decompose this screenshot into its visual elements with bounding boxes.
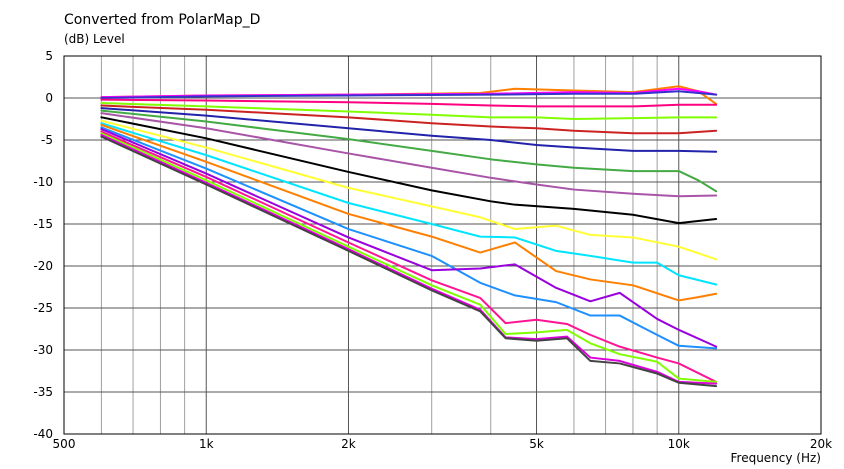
series-line-4 (100, 102, 718, 120)
y-tick-label-5: -20 (33, 259, 53, 273)
series-line-5 (100, 104, 718, 135)
series-line-9 (100, 116, 718, 225)
y-tick-label-7: -30 (33, 343, 53, 357)
grid (64, 56, 821, 434)
y-axis-label: (dB) Level (64, 32, 125, 46)
x-tick-label-5: 20k (810, 437, 832, 451)
series-line-18 (100, 135, 718, 388)
series-line-2 (100, 90, 718, 99)
series-layer (100, 85, 718, 388)
series-line-11 (100, 122, 718, 286)
y-tick-label-1: 0 (45, 91, 53, 105)
x-tick-labels: 500 1k 2k 5k 10k 20k (53, 437, 833, 451)
y-tick-label-4: -15 (33, 217, 53, 231)
y-tick-label-6: -25 (33, 301, 53, 315)
x-tick-label-1: 1k (199, 437, 214, 451)
x-tick-label-0: 500 (53, 437, 76, 451)
series-line-15 (100, 130, 718, 383)
series-line-3 (100, 98, 718, 108)
series-line-12 (100, 123, 718, 302)
series-line-10 (100, 119, 718, 261)
y-tick-label-8: -35 (33, 385, 53, 399)
series-line-7 (100, 109, 718, 193)
series-line-6 (100, 107, 718, 153)
x-tick-label-2: 2k (341, 437, 356, 451)
x-axis-label: Frequency (Hz) (731, 451, 822, 465)
plot-frame (63, 55, 822, 435)
series-line-13 (100, 126, 718, 350)
y-tick-labels: 5 0 -5 -10 -15 -20 -25 -30 -35 -40 (33, 49, 53, 441)
series-line-16 (100, 132, 718, 383)
x-tick-label-4: 10k (668, 437, 690, 451)
x-tick-label-3: 5k (529, 437, 544, 451)
y-tick-label-0: 5 (45, 49, 53, 63)
chart-title: Converted from PolarMap_D (64, 12, 260, 28)
series-line-8 (100, 112, 718, 198)
series-line-17 (100, 133, 718, 385)
series-line-14 (100, 128, 718, 348)
y-tick-label-3: -10 (33, 175, 53, 189)
y-tick-label-2: -5 (41, 133, 53, 147)
y-tick-label-9: -40 (33, 427, 53, 441)
